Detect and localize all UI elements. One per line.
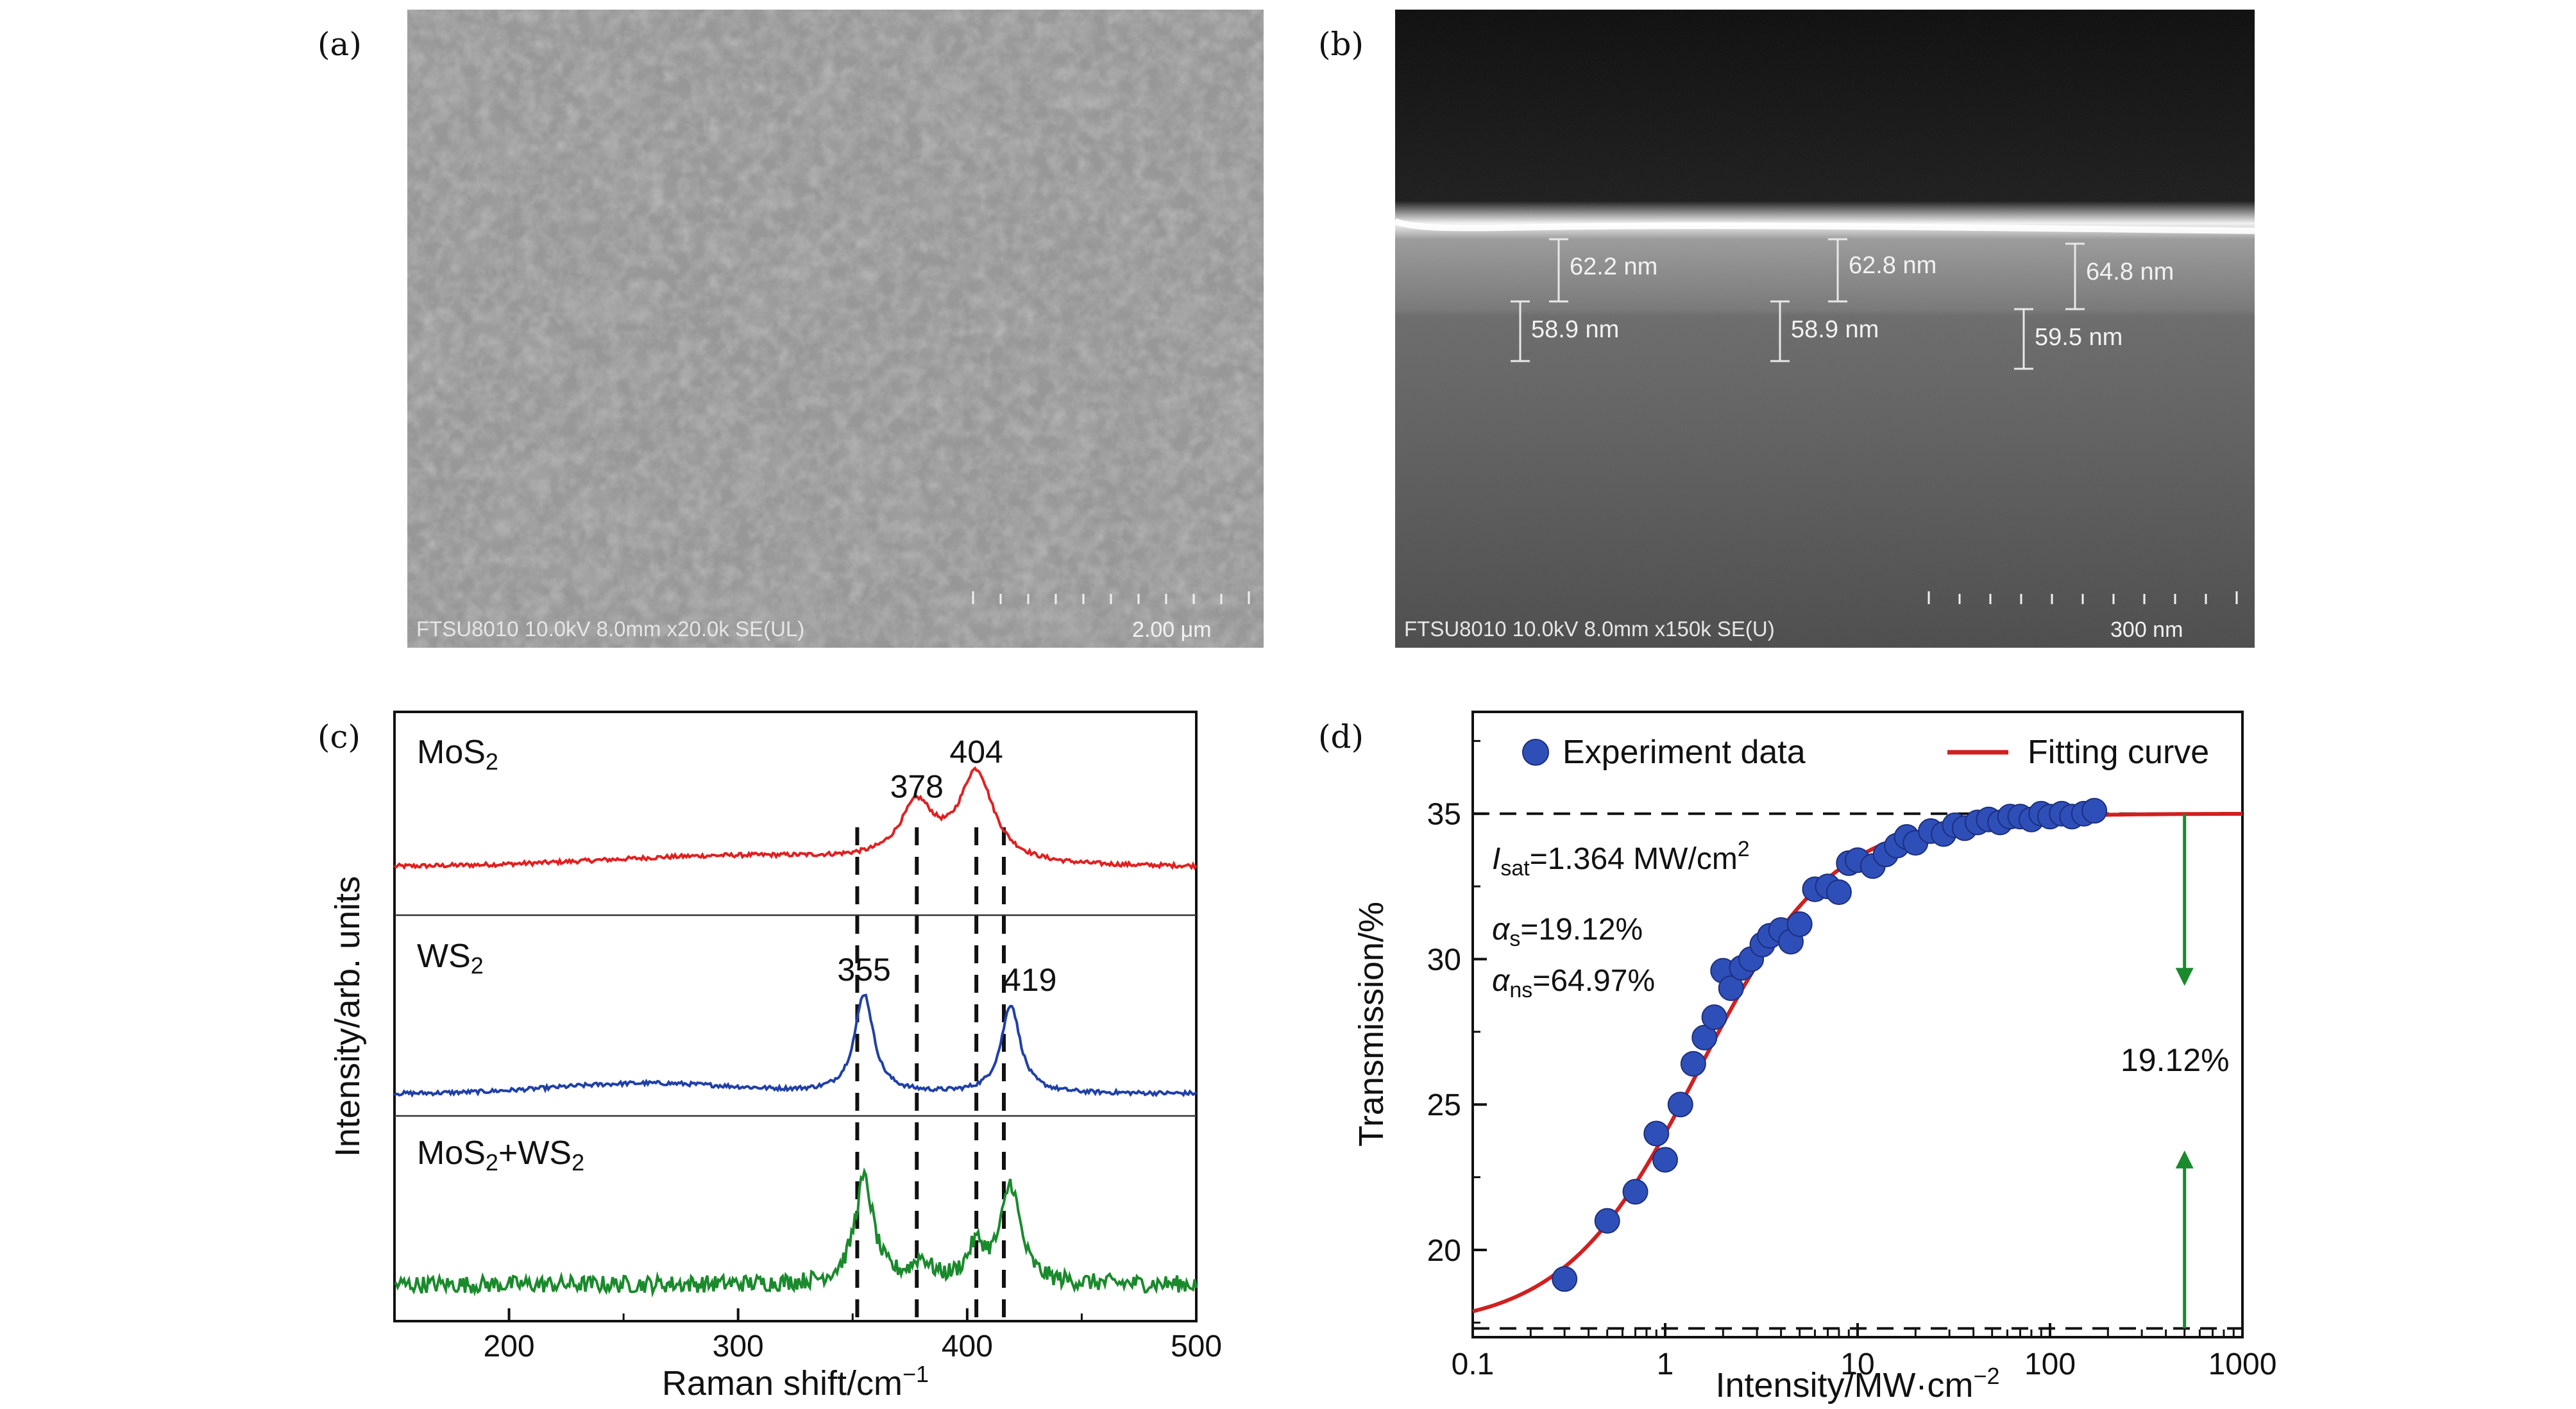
arrow-up-head (2175, 1150, 2194, 1169)
scale-bar-label: 2.00 μm (1132, 618, 1212, 642)
experiment-point (1701, 1004, 1727, 1031)
transmission-y-tick-label: 30 (1427, 943, 1461, 977)
raman-series-2 (394, 1167, 1198, 1298)
measurement-lower-3: 59.5 nm (2035, 324, 2123, 351)
scale-bar-label: 300 nm (2110, 618, 2183, 642)
legend-label-points: Experiment data (1563, 734, 1806, 771)
transmission-x-tick-label: 1 (1657, 1347, 1674, 1381)
legend-marker-points (1522, 739, 1549, 766)
scale-bar-ticks (1928, 591, 2238, 604)
transmission-x-tick-label: 0.1 (1452, 1347, 1495, 1381)
annotation-isat: Isat=1.364 MW/cm2 (1492, 837, 1750, 881)
sem-info-text: FTSU8010 10.0kV 8.0mm x20.0k SE(UL) (416, 617, 805, 641)
sem-image-cross-section: 62.2 nm 58.9 nm 62.8 nm 58.9 nm 64.8 nm … (1395, 10, 2255, 648)
transmission-y-tick-label: 20 (1427, 1234, 1461, 1268)
transmission-x-label: Intensity/MW·cm−2 (1715, 1363, 1999, 1405)
experiment-point (1552, 1266, 1578, 1292)
transmission-x-tick-label: 10 (1840, 1347, 1874, 1381)
series-label-mixed: MoS2+WS2 (417, 1135, 584, 1176)
annotation-alpha-ns: αns=64.97% (1492, 964, 1655, 1002)
transmission-x-tick-label: 100 (2024, 1347, 2076, 1381)
raman-plot-frame (393, 711, 1198, 1322)
sem-info-text: FTSU8010 10.0kV 8.0mm x150k SE(U) (1404, 617, 1775, 641)
transmission-y-tick-label: 25 (1427, 1088, 1461, 1122)
transmission-y-label: Transmission/% (1352, 902, 1391, 1147)
measurement-upper-3: 64.8 nm (2086, 258, 2174, 285)
measurement-upper-2: 62.8 nm (1849, 252, 1937, 279)
experiment-point (1718, 975, 1744, 1001)
raman-x-tick-label: 500 (1171, 1329, 1222, 1363)
series-label-mos2: MoS2 (417, 734, 498, 775)
experiment-point (1680, 1050, 1706, 1077)
peak-label: 419 (1003, 962, 1056, 998)
series-label-ws2: WS2 (417, 938, 484, 979)
experiment-point (2081, 798, 2108, 824)
annotation-modulation-depth: 19.12% (2121, 1042, 2230, 1078)
raman-y-label: Intensity/arb. units (328, 876, 367, 1157)
raman-x-tick-label: 400 (942, 1329, 993, 1363)
measurement-lower-2: 58.9 nm (1791, 316, 1879, 343)
scale-bar-ticks (972, 591, 1250, 604)
peak-label: 355 (837, 952, 890, 988)
sem-image-surface: FTSU8010 10.0kV 8.0mm x20.0k SE(UL) 2.00… (407, 10, 1264, 648)
sem-texture-cross-section (1395, 10, 2255, 648)
experiment-point (1594, 1208, 1620, 1234)
experiment-point (1667, 1092, 1693, 1118)
annotation-alpha-s: αs=19.12% (1492, 913, 1643, 951)
panel-label-d: (d) (1318, 718, 1364, 755)
experiment-point (1826, 879, 1852, 906)
panel-label-a: (a) (318, 26, 362, 63)
raman-series-0 (393, 766, 1198, 871)
experiment-point (1643, 1120, 1670, 1147)
measurement-lower-1: 58.9 nm (1531, 316, 1620, 343)
transmission-y-tick-label: 35 (1427, 798, 1461, 832)
arrow-down-head (2175, 968, 2194, 986)
measurement-upper-1: 62.2 nm (1570, 253, 1658, 280)
sem-texture-surface (407, 10, 1264, 648)
transmission-chart: 0.1 1 10 100 1000 20 25 30 35 Experiment data Fi… (1352, 711, 2277, 1405)
transmission-x-tick-label: 1000 (2208, 1347, 2277, 1381)
panel-label-c: (c) (318, 718, 361, 755)
experiment-point (1652, 1147, 1678, 1173)
raman-x-tick-label: 200 (484, 1329, 535, 1363)
peak-label: 404 (949, 734, 1003, 770)
raman-x-tick-label: 300 (713, 1329, 764, 1363)
peak-label: 378 (890, 768, 944, 804)
experiment-point (1786, 911, 1813, 938)
legend-label-fit: Fitting curve (2028, 734, 2209, 771)
raman-x-label: Raman shift/cm−1 (662, 1361, 929, 1403)
raman-series-1 (393, 993, 1198, 1098)
panel-label-b: (b) (1318, 26, 1364, 63)
experiment-point (1622, 1179, 1648, 1205)
